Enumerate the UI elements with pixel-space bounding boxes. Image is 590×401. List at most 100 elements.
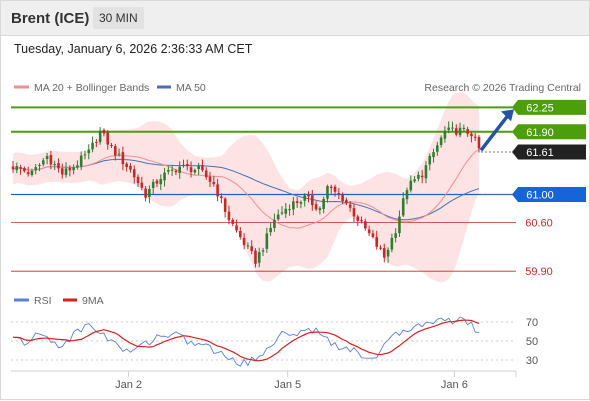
candle: [212, 176, 216, 187]
rsi-tick: 30: [526, 355, 538, 367]
price-label-59.90: 59.90: [525, 266, 553, 278]
bollinger-fill: [13, 92, 479, 283]
target-arrow: [479, 109, 514, 152]
legend-rsi-label: RSI: [34, 295, 52, 307]
candle: [125, 161, 128, 172]
candle: [140, 176, 144, 191]
candle: [420, 169, 424, 184]
price-label-61.90: 61.90: [512, 124, 586, 140]
candle: [356, 214, 360, 226]
candle: [439, 135, 443, 148]
candle: [295, 197, 299, 208]
candle: [110, 142, 113, 149]
rsi-9ma-line: [12, 319, 480, 362]
candle: [261, 247, 265, 256]
candle: [121, 146, 125, 171]
candle: [182, 159, 185, 168]
candle: [38, 163, 41, 172]
candle: [102, 128, 106, 137]
price-level-labels: 62.25 61.90 61.61 61.00 60.60 59.90: [512, 99, 586, 278]
price-label-60.60: 60.60: [525, 217, 553, 229]
candle: [193, 168, 197, 175]
candle: [364, 218, 367, 231]
candle: [428, 153, 432, 171]
candle: [367, 225, 371, 237]
arrow-shaft: [479, 114, 510, 152]
candle: [280, 206, 284, 216]
svg-text:61.00: 61.00: [526, 190, 554, 202]
candle: [174, 168, 178, 176]
candle: [386, 247, 390, 263]
candle: [292, 196, 295, 216]
candle: [91, 136, 94, 153]
candle: [405, 187, 409, 205]
svg-text:61.90: 61.90: [526, 127, 554, 139]
candle: [64, 162, 68, 178]
candle: [11, 161, 15, 173]
candle: [269, 221, 272, 236]
candle: [371, 229, 375, 239]
candle: [276, 209, 280, 221]
candle: [197, 162, 200, 176]
candle: [311, 190, 314, 211]
candle: [390, 233, 394, 253]
legend-ma50-label: MA 50: [176, 82, 206, 94]
candle: [250, 240, 253, 255]
legend-ma20-label: MA 20 + Bollinger Bands: [34, 82, 149, 94]
candle: [239, 227, 242, 240]
candle: [401, 192, 405, 218]
candle: [360, 216, 363, 224]
candle: [257, 247, 261, 268]
candle: [49, 150, 53, 170]
instrument-title: Brent (ICE): [11, 10, 90, 27]
candle: [470, 131, 473, 143]
candle: [79, 151, 83, 171]
svg-text:59.90: 59.90: [525, 266, 553, 278]
candle: [155, 179, 159, 188]
candle: [148, 185, 151, 204]
ma20-line: [12, 149, 480, 229]
candle: [273, 213, 276, 232]
price-label-62.25: 62.25: [512, 99, 586, 115]
candle: [432, 148, 435, 163]
candle: [60, 163, 64, 179]
candle: [144, 186, 147, 202]
candle: [83, 150, 87, 160]
moving-averages: [12, 149, 480, 229]
candle: [307, 191, 310, 203]
timestamp: Tuesday, January 6, 2026 2:36:33 AM CET: [14, 42, 253, 56]
candle: [462, 124, 466, 132]
candle: [106, 129, 110, 150]
x-axis: Jan 2 Jan 5 Jan 6: [115, 371, 468, 391]
candle: [458, 122, 462, 138]
chart-header: Brent (ICE) 30 MIN: [1, 1, 589, 36]
candle: [314, 201, 318, 211]
candle: [352, 203, 356, 223]
candle: [379, 245, 382, 251]
candle: [30, 168, 34, 177]
candle: [15, 162, 19, 174]
candle: [23, 166, 26, 173]
price-label-61.00: 61.00: [512, 187, 586, 203]
x-tick-label: Jan 2: [115, 379, 142, 391]
rsi-line: [12, 316, 480, 367]
candle: [185, 159, 189, 171]
candle: [413, 176, 416, 184]
candle: [375, 230, 379, 250]
candle: [454, 124, 458, 137]
candle: [26, 166, 30, 177]
svg-text:62.25: 62.25: [526, 102, 554, 114]
candle: [326, 184, 329, 203]
candle: [329, 184, 333, 194]
rsi-panel: 70 50 30: [11, 316, 538, 367]
candle: [227, 205, 231, 225]
candle: [95, 138, 98, 148]
candle: [337, 187, 341, 200]
candle: [216, 178, 219, 202]
rsi-tick: 70: [526, 317, 538, 329]
credit-text: Research © 2026 Trading Central: [424, 82, 581, 94]
candle: [288, 204, 291, 216]
candle: [201, 159, 204, 172]
timeframe-badge[interactable]: 30 MIN: [93, 7, 144, 29]
candle: [436, 141, 439, 156]
